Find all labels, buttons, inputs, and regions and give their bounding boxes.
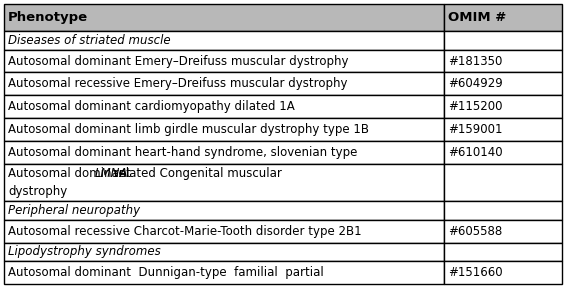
Text: Autosomal dominant Emery–Dreifuss muscular dystrophy: Autosomal dominant Emery–Dreifuss muscul… bbox=[8, 54, 349, 68]
Text: Peripheral neuropathy: Peripheral neuropathy bbox=[8, 204, 140, 217]
Bar bbox=[4, 31, 444, 50]
Text: #181350: #181350 bbox=[448, 54, 503, 68]
Bar bbox=[444, 95, 562, 118]
Bar bbox=[444, 242, 562, 261]
Text: Autosomal recessive Emery–Dreifuss muscular dystrophy: Autosomal recessive Emery–Dreifuss muscu… bbox=[8, 77, 348, 90]
Text: OMIM #: OMIM # bbox=[448, 11, 507, 24]
Text: Autosomal recessive Charcot-Marie-Tooth disorder type 2B1: Autosomal recessive Charcot-Marie-Tooth … bbox=[8, 225, 362, 238]
Bar bbox=[4, 95, 444, 118]
Bar bbox=[444, 164, 562, 201]
Bar bbox=[4, 50, 444, 73]
Bar bbox=[4, 4, 444, 31]
Bar bbox=[4, 118, 444, 141]
Bar bbox=[4, 220, 444, 242]
Bar bbox=[444, 141, 562, 164]
Text: Phenotype: Phenotype bbox=[8, 11, 88, 24]
Text: #604929: #604929 bbox=[448, 77, 503, 90]
Bar bbox=[444, 31, 562, 50]
Bar bbox=[444, 261, 562, 284]
Bar bbox=[4, 261, 444, 284]
Text: Lipodystrophy syndromes: Lipodystrophy syndromes bbox=[8, 245, 161, 258]
Text: LMNA: LMNA bbox=[95, 166, 128, 179]
Text: dystrophy: dystrophy bbox=[8, 185, 67, 198]
Text: #605588: #605588 bbox=[448, 225, 503, 238]
Bar bbox=[4, 242, 444, 261]
Text: #151660: #151660 bbox=[448, 266, 503, 279]
Bar bbox=[4, 141, 444, 164]
Bar bbox=[444, 201, 562, 220]
Bar bbox=[4, 73, 444, 95]
Bar bbox=[444, 220, 562, 242]
Text: Autosomal dominant limb girdle muscular dystrophy type 1B: Autosomal dominant limb girdle muscular … bbox=[8, 123, 369, 136]
Text: related Congenital muscular: related Congenital muscular bbox=[110, 166, 282, 179]
Bar bbox=[444, 73, 562, 95]
Text: #610140: #610140 bbox=[448, 146, 503, 159]
Bar bbox=[4, 164, 444, 201]
Bar bbox=[444, 4, 562, 31]
Text: Autosomal dominant: Autosomal dominant bbox=[8, 166, 135, 179]
Text: #159001: #159001 bbox=[448, 123, 503, 136]
Text: Autosomal dominant  Dunnigan-type  familial  partial: Autosomal dominant Dunnigan-type familia… bbox=[8, 266, 324, 279]
Text: Diseases of striated muscle: Diseases of striated muscle bbox=[8, 34, 170, 47]
Bar bbox=[444, 50, 562, 73]
Text: Autosomal dominant heart-hand syndrome, slovenian type: Autosomal dominant heart-hand syndrome, … bbox=[8, 146, 357, 159]
Bar bbox=[4, 201, 444, 220]
Text: #115200: #115200 bbox=[448, 100, 503, 113]
Text: Autosomal dominant cardiomyopathy dilated 1A: Autosomal dominant cardiomyopathy dilate… bbox=[8, 100, 295, 113]
Bar bbox=[444, 118, 562, 141]
